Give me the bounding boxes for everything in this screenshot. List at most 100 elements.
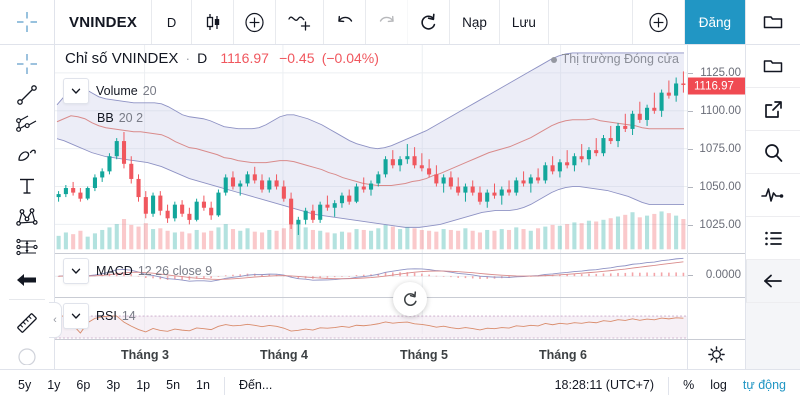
symbol-label: VNINDEX	[69, 13, 138, 31]
legend-volume[interactable]: Volume 20	[63, 78, 157, 104]
macd-collapse-chevron-down-icon[interactable]	[63, 258, 89, 284]
pane-separator-macd[interactable]	[55, 253, 687, 254]
auto-scale-button[interactable]: tự động	[742, 378, 786, 392]
crosshair-icon[interactable]	[0, 0, 55, 44]
range-1n[interactable]: 1n	[196, 378, 210, 392]
time-axis-label: Tháng 3	[121, 348, 169, 362]
text-tool-icon[interactable]	[0, 171, 55, 201]
save-button[interactable]: Lưu	[499, 0, 549, 44]
macd-legend-params: 12 26 close 9	[137, 264, 213, 278]
last-price: 1116.97	[220, 50, 269, 66]
axis-tick	[688, 187, 693, 188]
rsi-legend-params: 14	[121, 309, 136, 323]
market-status-label: Thị trường Đóng cửa	[561, 52, 679, 66]
load-button[interactable]: Nạp	[450, 0, 500, 44]
legend-bb[interactable]: BB 20 2	[97, 111, 143, 125]
price-change: −0.45	[279, 50, 315, 66]
range-1y[interactable]: 1y	[47, 378, 61, 392]
crosshair-tool-icon[interactable]	[0, 49, 55, 79]
toolbar-divider	[9, 299, 45, 301]
price-axis-label: 1125.00	[700, 67, 741, 79]
range-5y[interactable]: 5y	[18, 378, 32, 392]
range-1p[interactable]: 1p	[136, 378, 151, 392]
title-timeframe: D	[197, 50, 208, 66]
macd-pane	[55, 257, 687, 282]
patterns-tool-icon[interactable]	[0, 201, 55, 231]
brush-tool-icon[interactable]	[0, 140, 55, 170]
time-axis-label: Tháng 5	[400, 348, 448, 362]
right-rail-filler	[746, 303, 800, 369]
time-axis-labels: Tháng 3 Tháng 4 Tháng 5 Tháng 6	[55, 340, 687, 369]
volume-legend-params: 20	[142, 84, 157, 98]
timeframe-button[interactable]: D	[152, 0, 193, 44]
price-change-percent: (−0.04%)	[321, 50, 379, 66]
range-5n[interactable]: 5n	[166, 378, 181, 392]
folder-icon[interactable]	[746, 45, 800, 88]
axis-tick	[688, 275, 693, 276]
search-icon[interactable]	[746, 131, 800, 174]
log-scale-button[interactable]: log	[710, 378, 727, 392]
bb-legend-params: 20 2	[118, 111, 144, 125]
time-axis-label: Tháng 4	[260, 348, 308, 362]
market-status: Thị trường Đóng cửa	[550, 52, 679, 66]
add-layout-plus-circle-icon[interactable]	[632, 0, 685, 44]
divider	[223, 376, 225, 395]
reload-button[interactable]	[393, 282, 427, 316]
macd-axis-label: 0.0000	[705, 269, 741, 281]
bb-legend-name: BB	[97, 111, 114, 125]
list-icon[interactable]	[746, 217, 800, 260]
trend-line-tool-icon[interactable]	[0, 79, 55, 109]
gear-icon[interactable]	[687, 340, 745, 369]
pitchfork-tool-icon[interactable]	[0, 110, 55, 140]
percent-scale-button[interactable]: %	[683, 378, 695, 392]
pane-separator-rsi[interactable]	[55, 297, 687, 298]
legend-rsi[interactable]: RSI 14	[63, 303, 136, 329]
divider	[668, 376, 670, 395]
goto-date-button[interactable]: Đến...	[238, 378, 273, 392]
rsi-legend-name: RSI	[96, 309, 117, 323]
volume-collapse-chevron-down-icon[interactable]	[63, 78, 89, 104]
chart-panes: Chỉ số VNINDEX · D 1116.97 −0.45 (−0.04%…	[55, 45, 745, 339]
chart-area: Chỉ số VNINDEX · D 1116.97 −0.45 (−0.04%…	[55, 45, 745, 369]
bollinger-band-fill	[56, 52, 685, 228]
range-6p[interactable]: 6p	[76, 378, 91, 392]
rsi-collapse-chevron-down-icon[interactable]	[63, 303, 89, 329]
arrow-left-icon[interactable]	[746, 260, 800, 303]
undo-icon[interactable]	[324, 0, 367, 44]
clock-label[interactable]: 18:28:11 (UTC+7)	[554, 378, 655, 392]
volume-series	[56, 211, 686, 250]
right-sidebar	[745, 45, 800, 369]
time-axis[interactable]: Tháng 3 Tháng 4 Tháng 5 Tháng 6	[55, 339, 745, 369]
load-label: Nạp	[462, 14, 487, 30]
price-axis-label: 1100.00	[700, 105, 741, 117]
position-tool-icon[interactable]	[0, 232, 55, 262]
folder-icon[interactable]	[745, 0, 800, 44]
toolbar-spacer	[548, 0, 633, 44]
symbol-button[interactable]: VNINDEX	[55, 0, 153, 44]
price-axis-label: 1075.00	[699, 143, 741, 155]
plot-region[interactable]: Chỉ số VNINDEX · D 1116.97 −0.45 (−0.04%…	[55, 45, 687, 339]
legend-macd[interactable]: MACD 12 26 close 9	[63, 258, 212, 284]
candlestick-icon[interactable]	[192, 0, 235, 44]
price-axis[interactable]: 1125.00 1100.00 1075.00 1050.00 1025.00 …	[687, 45, 745, 339]
indicators-icon[interactable]	[276, 0, 325, 44]
external-link-icon[interactable]	[746, 88, 800, 131]
chart-canvas	[55, 45, 687, 339]
bollinger-lower-line	[56, 138, 685, 228]
add-compare-plus-circle-icon[interactable]	[234, 0, 277, 44]
arrow-left-tool-icon[interactable]	[0, 262, 55, 297]
app-body: Chỉ số VNINDEX · D 1116.97 −0.45 (−0.04%…	[0, 45, 800, 369]
title-separator: ·	[185, 51, 190, 66]
activity-pulse-icon[interactable]	[746, 174, 800, 217]
rsi-pane	[55, 315, 687, 339]
redo-icon[interactable]	[366, 0, 409, 44]
collapse-panel-handle[interactable]: ‹	[49, 302, 62, 338]
top-toolbar: VNINDEX D	[0, 0, 800, 45]
range-3p[interactable]: 3p	[106, 378, 121, 392]
measure-ruler-tool-icon[interactable]	[0, 308, 55, 338]
more-tools-icon[interactable]	[0, 339, 55, 369]
publish-button[interactable]: Đăng	[684, 0, 745, 44]
reset-chart-icon[interactable]	[408, 0, 451, 44]
left-drawing-toolbar	[0, 45, 55, 369]
